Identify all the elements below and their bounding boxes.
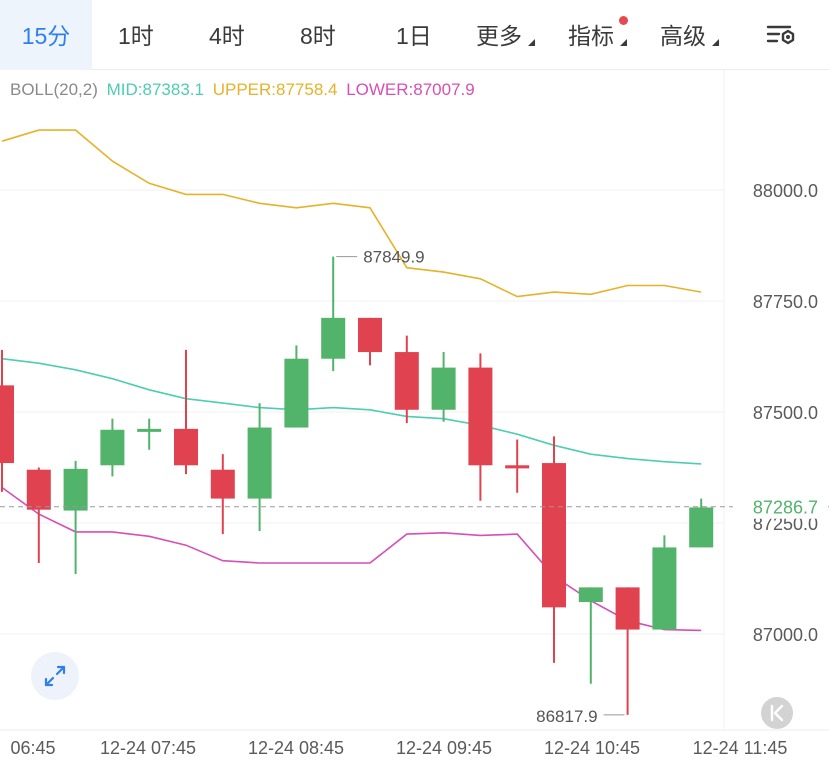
- candle-body: [63, 468, 88, 511]
- tab-label: 指标: [568, 23, 614, 49]
- candle: [0, 349, 14, 492]
- candle: [100, 418, 125, 477]
- tab-1d[interactable]: 1日: [396, 0, 432, 70]
- tab-label: 1时: [118, 23, 154, 49]
- y-tick-label: 87000.0: [753, 625, 818, 645]
- x-tick-label: 06:45: [10, 738, 55, 758]
- tab-label: 8时: [300, 23, 336, 49]
- candle-body: [137, 428, 162, 432]
- boll-mid-line: [1, 357, 702, 465]
- candle: [174, 349, 198, 475]
- tab-label: 更多: [476, 23, 522, 49]
- candle: [210, 454, 235, 535]
- candle-body: [358, 317, 382, 353]
- tab-more[interactable]: 更多: [476, 0, 535, 70]
- candle-body: [468, 367, 493, 466]
- interval-tab-bar: 15分 1时 4时 8时 1日 更多 指标 高级: [0, 0, 829, 70]
- candle: [615, 587, 640, 715]
- boll-legend: BOLL(20,2) MID:87383.1 UPPER:87758.4 LOW…: [10, 80, 479, 100]
- tab-label: 高级: [660, 23, 706, 49]
- candle: [321, 256, 346, 372]
- boll-mid-value: MID:87383.1: [106, 80, 204, 99]
- candle: [689, 498, 714, 548]
- last-price-label-bg: [733, 494, 825, 519]
- candle: [63, 460, 88, 575]
- candle: [358, 317, 382, 366]
- kline-settings-icon[interactable]: [762, 18, 798, 52]
- candle-body: [321, 317, 346, 359]
- expand-diagonal-icon[interactable]: [31, 652, 79, 700]
- y-tick-label: 87250.0: [753, 514, 818, 534]
- candle: [284, 345, 309, 428]
- tab-label: 4时: [209, 23, 245, 49]
- candle-body: [652, 547, 677, 630]
- candle-body: [615, 587, 640, 630]
- candle: [578, 587, 603, 684]
- candle-body: [0, 385, 14, 464]
- x-tick-label: 12-24 08:45: [248, 738, 344, 758]
- boll-upper-line: [1, 129, 702, 298]
- notification-dot-icon: [619, 16, 628, 25]
- tab-advanced[interactable]: 高级: [660, 0, 719, 70]
- candle: [431, 352, 456, 422]
- tab-indicators[interactable]: 指标: [568, 0, 628, 70]
- candle: [137, 418, 162, 450]
- x-tick-label: 12-24 09:45: [396, 738, 492, 758]
- candle: [26, 467, 51, 563]
- high-price-label: 87849.9: [363, 248, 424, 267]
- tab-4h[interactable]: 4时: [209, 0, 245, 70]
- x-tick-label: 12-24 11:45: [693, 738, 788, 758]
- candle-body: [431, 367, 456, 410]
- candle-body: [284, 358, 309, 428]
- low-price-label: 86817.9: [536, 707, 597, 726]
- tab-label: 15分: [21, 23, 71, 49]
- x-tick-label: 12-24 10:45: [544, 738, 640, 758]
- candle: [505, 439, 530, 493]
- candlestick-chart[interactable]: 88000.0 87750.0 87500.0 87250.0 87000.0 87286…: [0, 70, 829, 765]
- candle-body: [689, 507, 714, 548]
- candle-body: [210, 469, 235, 499]
- boll-upper-value: UPPER:87758.4: [212, 80, 338, 99]
- candle: [542, 436, 566, 663]
- candle-body: [100, 429, 125, 466]
- candle-body: [174, 428, 198, 466]
- candle-body: [505, 465, 530, 469]
- dropdown-triangle-icon: [528, 39, 535, 46]
- tab-8h[interactable]: 8时: [300, 0, 336, 70]
- y-tick-label: 87500.0: [753, 403, 818, 423]
- y-tick-label: 87750.0: [753, 292, 818, 312]
- candle-body: [247, 427, 272, 499]
- boll-lower-value: LOWER:87007.9: [346, 80, 475, 99]
- candle-body: [578, 587, 603, 603]
- candle-body: [26, 469, 51, 510]
- candle-body: [542, 463, 566, 608]
- candle: [247, 403, 272, 531]
- last-price-label: 87286.7: [753, 498, 818, 518]
- x-tick-label: 12-24 07:45: [100, 738, 196, 758]
- tab-label: 1日: [396, 23, 432, 49]
- boll-name: BOLL(20,2): [10, 80, 98, 99]
- candle: [394, 335, 419, 424]
- jump-to-latest-icon[interactable]: [761, 697, 793, 729]
- dropdown-triangle-icon: [712, 39, 719, 46]
- candle: [652, 535, 677, 630]
- tab-1h[interactable]: 1时: [118, 0, 154, 70]
- candle-body: [394, 352, 419, 410]
- tab-15m[interactable]: 15分: [0, 0, 92, 70]
- candle: [468, 353, 493, 501]
- dropdown-triangle-icon: [620, 39, 627, 46]
- boll-lower-line: [1, 486, 702, 632]
- y-tick-label: 88000.0: [753, 181, 818, 201]
